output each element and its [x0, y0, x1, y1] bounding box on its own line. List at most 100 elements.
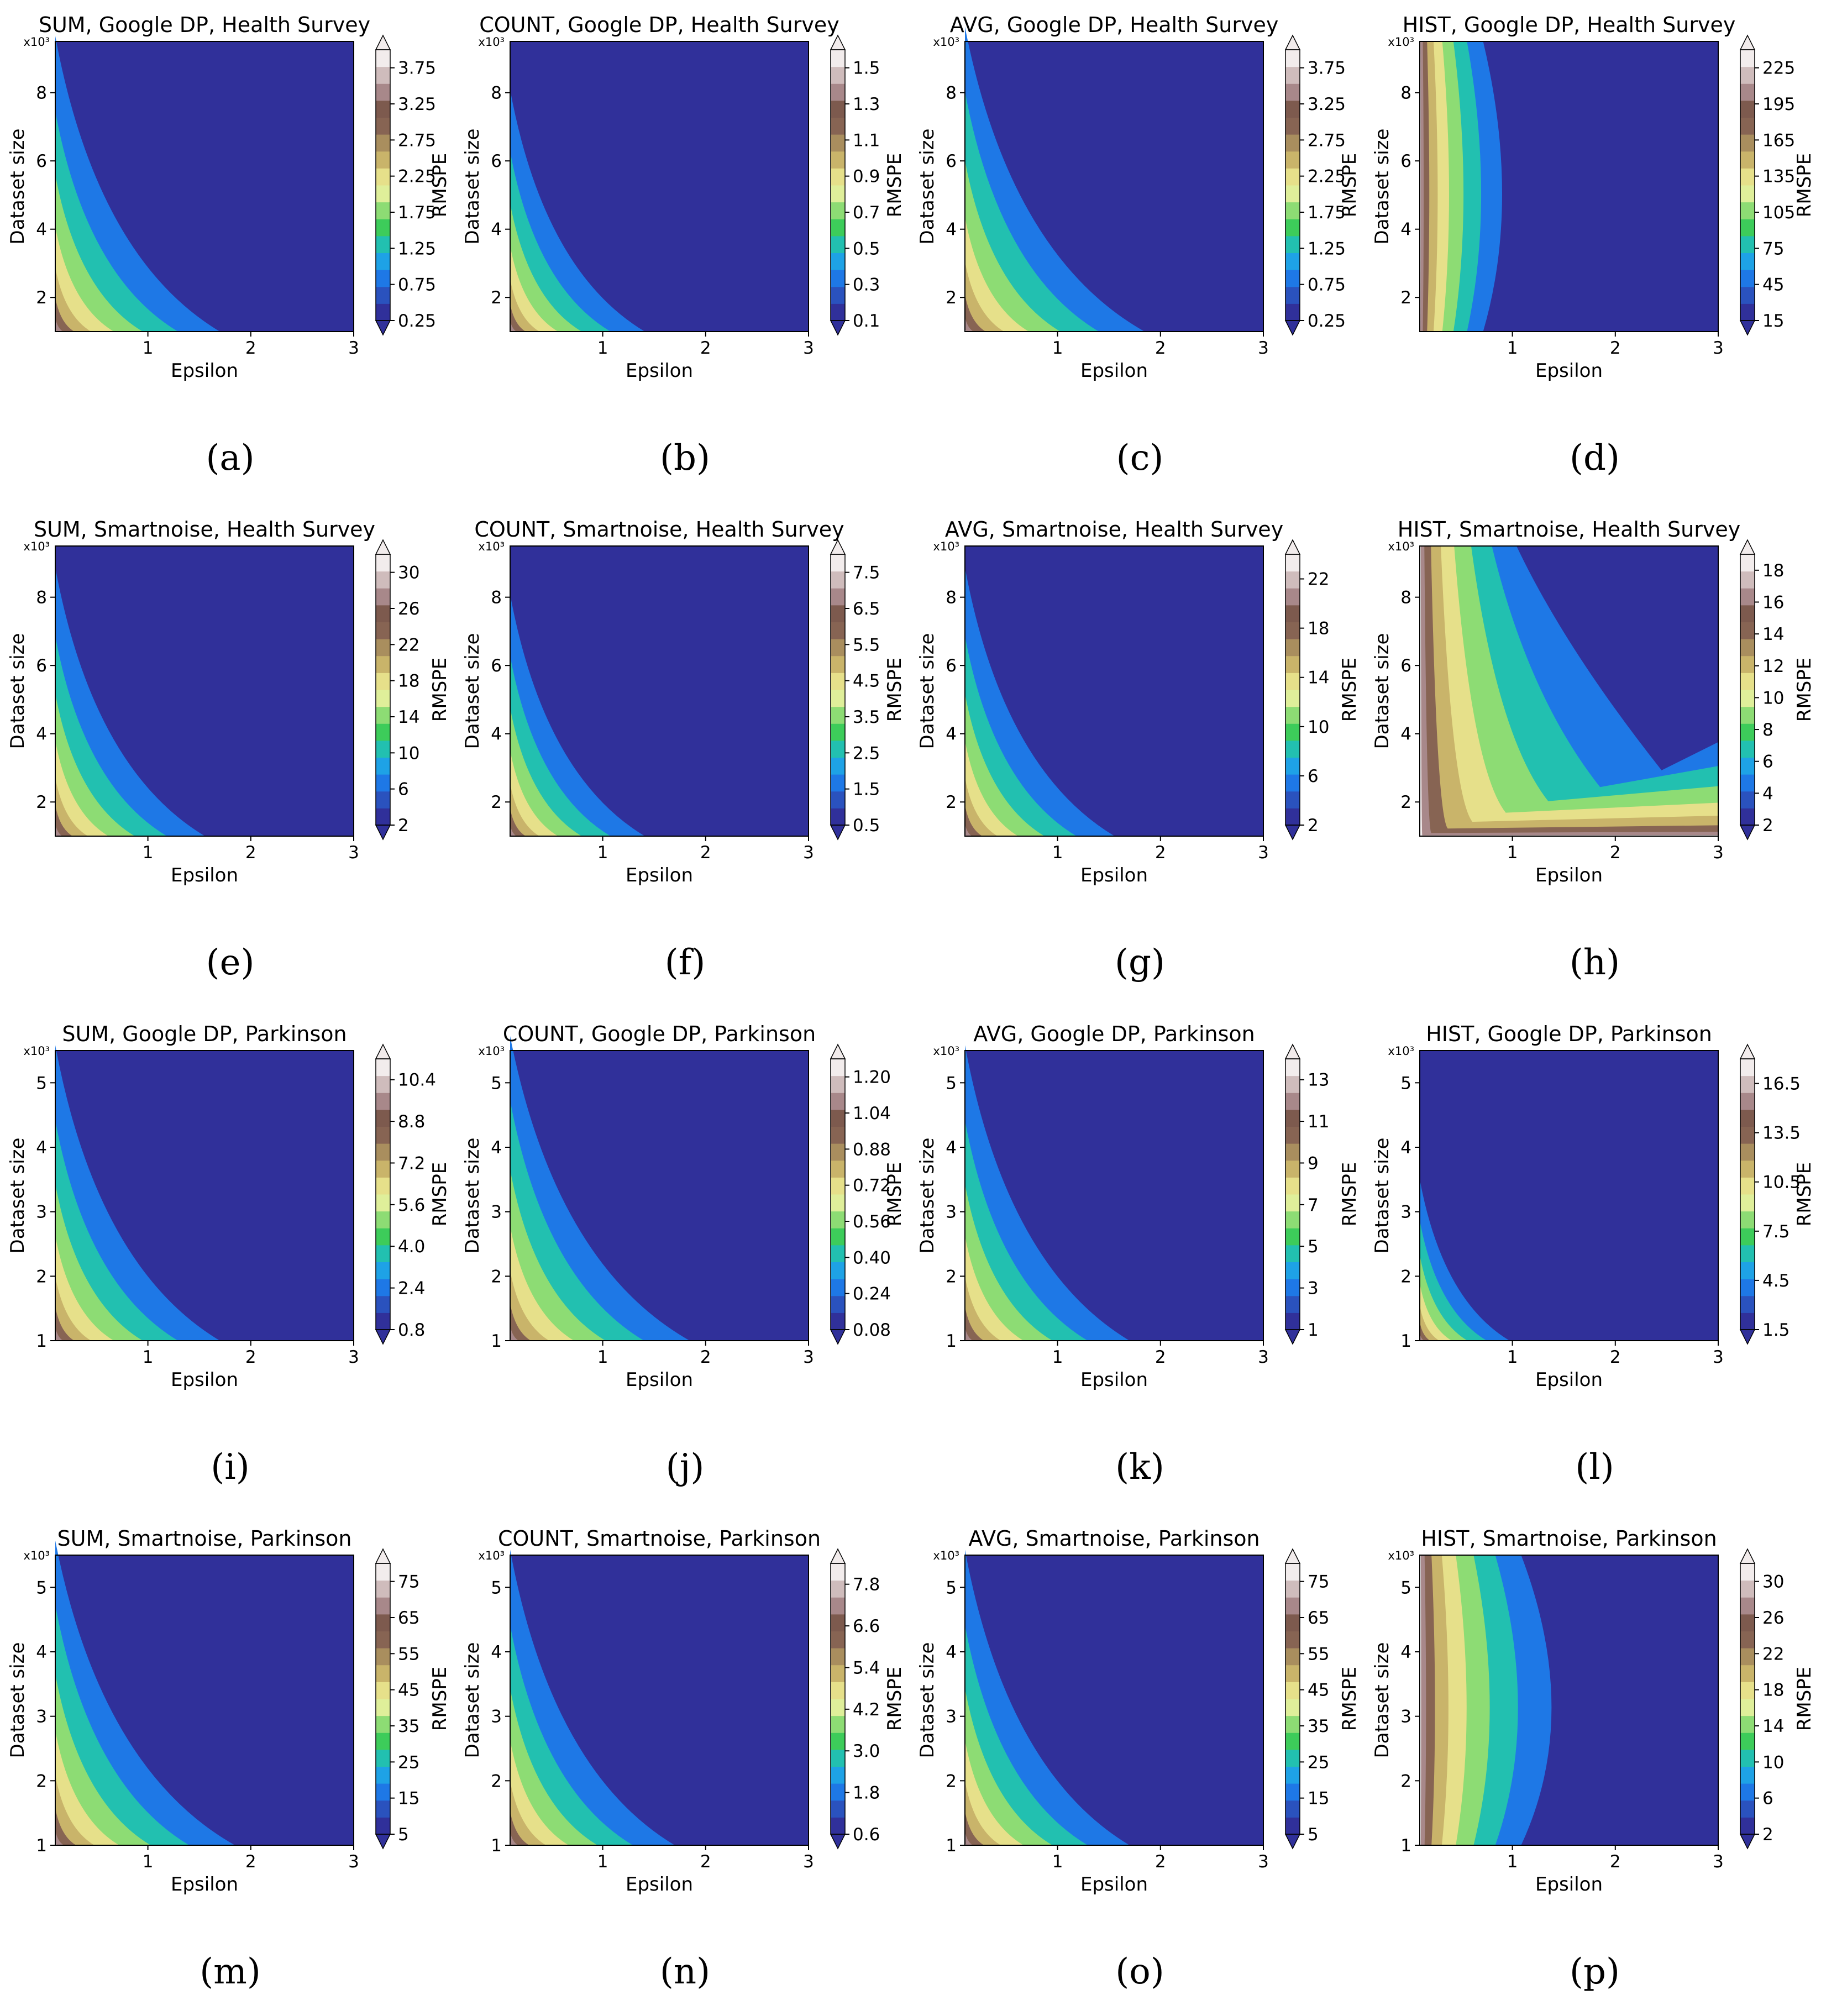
colorbar-segment — [831, 774, 845, 792]
x-tick-label: 2 — [1610, 1347, 1621, 1367]
colorbar-extend-max — [375, 34, 391, 50]
colorbar-tick-label: 0.8 — [398, 1320, 425, 1340]
contour-level-7 — [1420, 1333, 1424, 1341]
plot-title: COUNT, Google DP, Parkinson — [503, 1022, 816, 1046]
panel-caption: (e) — [206, 942, 255, 983]
colorbar-segment — [1285, 270, 1300, 287]
panel-i: SUM, Google DP, Parkinson 1 2 3 1 2 3 4 5 x10³ Eps… — [3, 1015, 458, 1511]
contour-plot-b: COUNT, Google DP, Health Survey 1 2 3 2 4 6 8 x1… — [461, 13, 906, 382]
colorbar-label: RMSPE — [429, 153, 451, 218]
y-tick-label: 6 — [1400, 151, 1411, 171]
colorbar-tick-label: 0.25 — [1308, 311, 1346, 331]
colorbar-frame — [1285, 1058, 1300, 1330]
plot-area — [965, 546, 1263, 836]
contour-level-7 — [965, 1831, 973, 1845]
colorbar-segment — [831, 253, 845, 270]
y-tick-label: 1 — [36, 1331, 47, 1351]
colorbar-label: RMSPE — [1793, 153, 1815, 218]
x-tick-label: 2 — [245, 1347, 256, 1367]
axes-frame — [510, 1555, 809, 1846]
colorbar-tick-label: 225 — [1762, 59, 1795, 78]
colorbar-extend-max — [375, 539, 391, 555]
contour-level-6 — [510, 303, 526, 332]
y-tick-label: 2 — [36, 1771, 47, 1791]
plot-area — [510, 1036, 809, 1341]
contour-level-5 — [55, 267, 91, 332]
colorbar-tick-label: 0.72 — [853, 1176, 891, 1196]
colorbar-tick-label: 35 — [1308, 1716, 1329, 1736]
colorbar-segment — [1740, 1614, 1755, 1631]
colorbar-segment — [376, 185, 390, 203]
colorbar-segment — [1740, 1279, 1755, 1296]
colorbar-segment — [831, 1800, 845, 1818]
colorbar-extend-min — [375, 1329, 391, 1345]
colorbar-segment — [831, 286, 845, 304]
colorbar-segment — [831, 690, 845, 707]
colorbar-segment — [1740, 1766, 1755, 1784]
colorbar-segment — [376, 554, 390, 572]
colorbar-segment — [376, 1817, 390, 1835]
colorbar-segment — [1740, 655, 1755, 673]
y-tick-label: 5 — [946, 1073, 957, 1093]
plot-area — [510, 41, 809, 332]
y-tick-label: 2 — [1400, 792, 1411, 812]
plot-area — [510, 546, 809, 836]
colorbar-segment — [1285, 1648, 1300, 1666]
colorbar-segment — [1740, 605, 1755, 622]
colorbar-segment — [1740, 303, 1755, 321]
colorbar-segment — [1740, 1597, 1755, 1615]
colorbar-segment — [376, 1177, 390, 1195]
colorbar-segment — [376, 1563, 390, 1581]
colorbar-extend-max — [830, 1043, 846, 1059]
x-tick-label: 2 — [700, 1347, 711, 1367]
colorbar-extend-min — [1284, 320, 1301, 336]
colorbar-tick-label: 1 — [1308, 1320, 1319, 1340]
colorbar-segment — [831, 1194, 845, 1212]
colorbar-segment — [376, 168, 390, 186]
colorbar-tick-label: 15 — [1308, 1789, 1329, 1809]
contour-level-5 — [55, 1775, 95, 1845]
colorbar-extend-max — [1284, 539, 1301, 555]
contour-plot-l: HIST, Google DP, Parkinson 1 2 3 1 2 3 4 5 x10³ Ep… — [1371, 1022, 1815, 1391]
colorbar-tick-label: 9 — [1308, 1153, 1319, 1173]
x-axis-label: Epsilon — [1080, 1369, 1148, 1391]
colorbar-segment — [1740, 1817, 1755, 1835]
colorbar-tick-label: 14 — [1762, 1716, 1784, 1736]
colorbar-segment — [1740, 1075, 1755, 1093]
y-tick-label: 3 — [36, 1707, 47, 1727]
panel-caption: (p) — [1570, 1951, 1620, 1992]
plot-title: SUM, Google DP, Parkinson — [62, 1022, 347, 1046]
colorbar-label: RMSPE — [1339, 153, 1361, 218]
x-tick-label: 3 — [348, 843, 359, 863]
colorbar-segment — [376, 588, 390, 606]
colorbar-segment — [831, 1228, 845, 1246]
colorbar: 0.6 1.8 3.0 4.2 5.4 6.6 7.8 — [830, 1548, 880, 1850]
panel-e: SUM, Smartnoise, Health Survey 1 2 3 2 4 6 8 x10… — [3, 510, 458, 1007]
contour-level-4 — [1420, 1283, 1452, 1341]
colorbar-tick-label: 75 — [1762, 239, 1784, 259]
plot-title: SUM, Smartnoise, Parkinson — [57, 1526, 352, 1551]
colorbar-extend-min — [830, 1834, 846, 1850]
contour-level-7 — [965, 316, 974, 332]
colorbar: 0.5 1.5 2.5 3.5 4.5 5.5 6.5 7.5 — [830, 539, 880, 841]
x-tick-label: 3 — [1258, 1852, 1269, 1872]
colorbar-extend-max — [375, 1043, 391, 1059]
y-tick-label: 8 — [946, 83, 957, 103]
y-tick-label: 6 — [946, 151, 957, 171]
plot-area — [55, 36, 354, 332]
plot-area — [1420, 1051, 1718, 1341]
contour-plot-g: AVG, Smartnoise, Health Survey 1 2 3 2 4 6 8 x10… — [916, 517, 1361, 886]
colorbar-segment — [1285, 1631, 1300, 1649]
colorbar-extend-min — [375, 825, 391, 841]
colorbar-label: RMSPE — [884, 1162, 906, 1227]
colorbar-segment — [376, 100, 390, 118]
contour-plot-i: SUM, Google DP, Parkinson 1 2 3 1 2 3 4 5 x10³ Eps… — [7, 1022, 451, 1391]
colorbar-segment — [1285, 571, 1300, 589]
colorbar-segment — [831, 673, 845, 690]
contour-level-4 — [965, 217, 1029, 332]
y-axis-exponent: x10³ — [933, 540, 959, 553]
colorbar-tick-label: 2 — [1308, 816, 1319, 836]
colorbar-extend-min — [1739, 825, 1756, 841]
colorbar-segment — [831, 270, 845, 287]
y-tick-label: 2 — [946, 1267, 957, 1287]
